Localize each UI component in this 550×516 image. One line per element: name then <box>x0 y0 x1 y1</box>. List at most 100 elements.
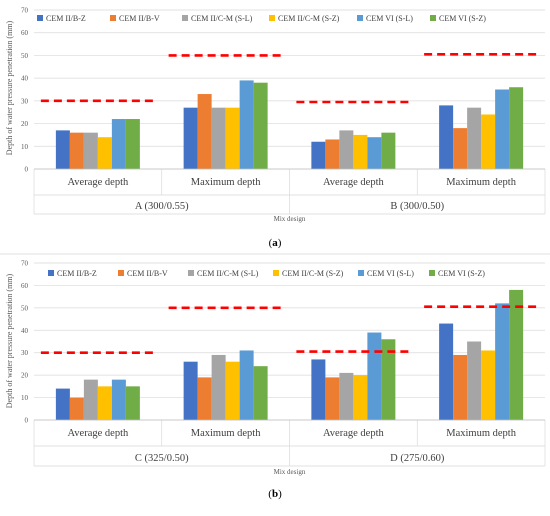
bar <box>97 137 112 169</box>
bar <box>111 119 126 169</box>
legend-swatch <box>48 270 54 276</box>
bar <box>339 372 354 420</box>
legend-swatch <box>429 270 435 276</box>
category-label: Maximum depth <box>446 428 516 439</box>
bar <box>239 350 254 420</box>
bar <box>481 114 496 169</box>
bar <box>453 354 468 420</box>
legend-swatch <box>273 270 279 276</box>
bar <box>69 397 84 420</box>
bar <box>325 377 340 420</box>
bar <box>467 107 482 169</box>
legend-label: CEM VI (S-L) <box>367 269 414 278</box>
legend-label: CEM II/C-M (S-Z) <box>278 14 340 23</box>
bar <box>55 388 70 420</box>
legend-swatch <box>430 15 436 21</box>
legend-swatch <box>37 15 43 21</box>
group-label: C (325/0.50) <box>135 453 189 464</box>
legend-swatch <box>358 270 364 276</box>
bar <box>481 350 496 420</box>
bar <box>225 107 240 169</box>
legend: CEM II/B-Z CEM II/B-V CEM II/C-M (S-L) CEM … <box>37 14 486 23</box>
panel-caption: (a) <box>269 237 282 249</box>
y-tick-label: 10 <box>21 143 29 151</box>
y-tick-label: 70 <box>21 7 29 15</box>
y-tick-label: 20 <box>21 120 29 128</box>
bar <box>125 386 140 420</box>
y-axis-label: Depth of water pressure penetration (mm) <box>5 273 14 408</box>
category-label: Average depth <box>323 177 384 188</box>
bar <box>83 379 98 420</box>
y-tick-label: 10 <box>21 394 29 402</box>
y-tick-label: 0 <box>25 166 29 174</box>
y-tick-label: 40 <box>21 327 29 335</box>
legend-label: CEM II/C-M (S-L) <box>197 269 259 278</box>
bar <box>225 361 240 420</box>
bar <box>509 289 524 420</box>
group-label: D (275/0.60) <box>390 453 445 464</box>
legend-label: CEM II/B-Z <box>57 269 97 278</box>
bar <box>453 128 468 169</box>
legend: CEM II/B-Z CEM II/B-V CEM II/C-M (S-L) CEM … <box>48 269 485 278</box>
legend-label: CEM II/B-V <box>127 269 168 278</box>
legend-label: CEM II/B-V <box>119 14 160 23</box>
y-tick-label: 60 <box>21 282 29 290</box>
panel-caption: (b) <box>268 488 282 500</box>
chart-panel-b: 0 10 20 30 40 50 60 70 Depth of water pressure p… <box>5 260 546 500</box>
bar <box>211 107 226 169</box>
legend-label: CEM II/C-M (S-L) <box>191 14 253 23</box>
bar <box>367 332 382 420</box>
legend-swatch <box>118 270 124 276</box>
bar <box>239 80 254 169</box>
bar <box>381 339 396 420</box>
legend-swatch <box>110 15 116 21</box>
bar <box>353 134 368 169</box>
bar <box>83 132 98 169</box>
x-axis-label: Mix design <box>274 215 306 223</box>
legend-swatch <box>269 15 275 21</box>
y-tick-label: 30 <box>21 97 29 105</box>
legend-swatch <box>357 15 363 21</box>
bar <box>353 375 368 420</box>
bar <box>183 361 198 420</box>
bar <box>211 354 226 420</box>
bar <box>439 105 454 169</box>
bar <box>311 359 326 420</box>
bar <box>495 303 510 420</box>
group-label: A (300/0.55) <box>135 201 189 212</box>
bar <box>97 386 112 420</box>
bar <box>339 130 354 169</box>
x-axis-label: Mix design <box>274 468 306 476</box>
category-label: Average depth <box>68 177 129 188</box>
legend-label: CEM VI (S-L) <box>366 14 413 23</box>
bar <box>325 139 340 169</box>
bar <box>467 341 482 420</box>
bar <box>381 132 396 169</box>
group-label: B (300/0.50) <box>390 201 444 212</box>
category-label: Average depth <box>68 428 129 439</box>
legend-swatch <box>188 270 194 276</box>
y-tick-label: 30 <box>21 349 29 357</box>
y-tick-label: 20 <box>21 372 29 380</box>
bar <box>69 132 84 169</box>
category-label: Maximum depth <box>191 428 261 439</box>
bar <box>125 119 140 169</box>
bar <box>55 130 70 169</box>
legend-label: CEM VI (S-Z) <box>439 14 486 23</box>
legend-label: CEM II/B-Z <box>46 14 86 23</box>
category-label: Average depth <box>323 428 384 439</box>
bar <box>197 94 212 169</box>
y-tick-label: 40 <box>21 75 29 83</box>
bar <box>253 82 268 169</box>
legend-swatch <box>182 15 188 21</box>
category-label: Maximum depth <box>191 177 261 188</box>
bar <box>495 89 510 169</box>
category-label: Maximum depth <box>446 177 516 188</box>
bar <box>183 107 198 169</box>
legend-label: CEM II/C-M (S-Z) <box>282 269 344 278</box>
y-tick-label: 60 <box>21 29 29 37</box>
bar <box>253 366 268 420</box>
chart-panel-a: 0 10 20 30 40 50 60 70 Depth of water pressure p… <box>5 7 546 249</box>
bar <box>367 137 382 169</box>
